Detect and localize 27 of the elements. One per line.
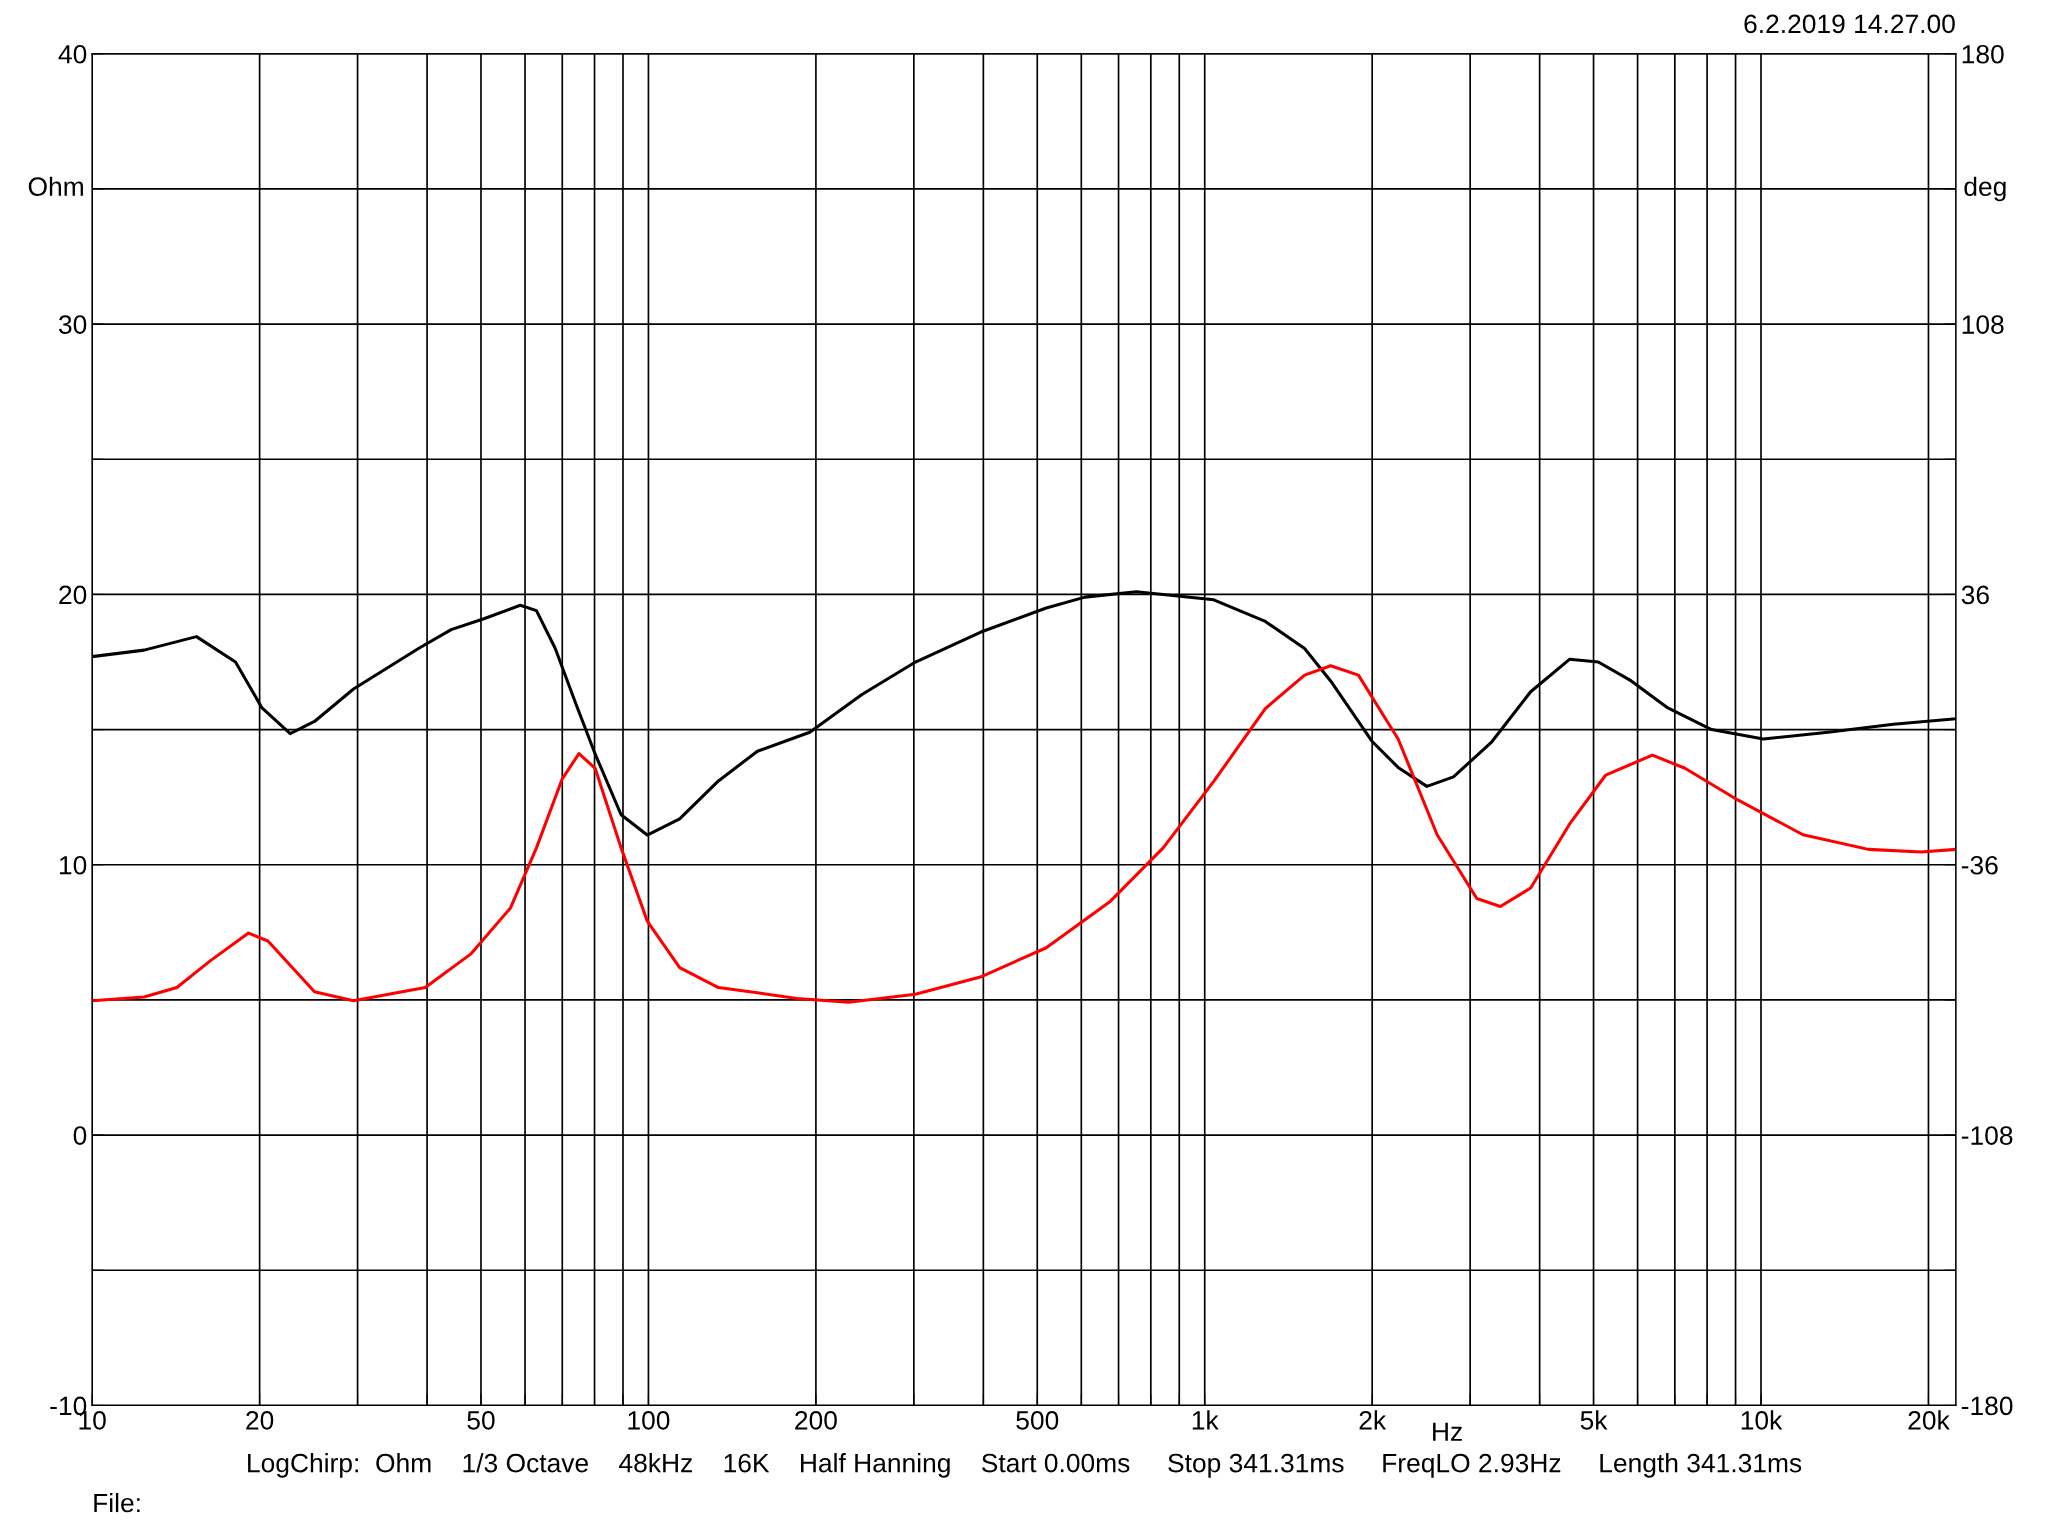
text: 6.2.2019 14.27.00 [1744, 14, 1955, 34]
y2-tick-label: 108 [1962, 315, 2004, 334]
y-tick-label: 40 [58, 44, 87, 64]
text: LogChirp: Ohm 1/3 Octave 48kHz 16K Half Hanning Start 0.00ms Stop 341.31ms FreqLO 2.93Hz Length 341.31ms [248, 1453, 1802, 1478]
x-tick-label: 20 [246, 1411, 274, 1430]
y2-axis-title: deg [1964, 176, 2006, 202]
x-tick-label: 10k [1741, 1410, 1783, 1430]
text: File: [94, 1492, 140, 1513]
x-tick-label: 100 [628, 1411, 670, 1430]
y-tick-label: 10 [59, 855, 87, 875]
y2-tick-label: -180 [1961, 1396, 2013, 1416]
y2-tick-label: 180 [1962, 44, 2004, 64]
x-tick-label: 1k [1192, 1410, 1219, 1430]
y-axis-title: Ohm [28, 176, 83, 197]
x-tick-label: 500 [1016, 1411, 1059, 1430]
x-tick-label: 50 [467, 1411, 495, 1430]
y2-tick-label: 36 [1961, 585, 1989, 605]
y2-tick-label: -36 [1961, 855, 1998, 875]
y-tick-label: 20 [59, 585, 87, 605]
y2-tick-label: -108 [1961, 1126, 2013, 1145]
x-tick-label: 2k [1359, 1410, 1387, 1430]
x-tick-label: 5k [1580, 1410, 1608, 1430]
y-tick-label: 0 [73, 1126, 87, 1145]
y-tick-label: 30 [58, 315, 87, 334]
x-tick-label: 200 [795, 1411, 837, 1430]
x-tick-label: 20k [1908, 1410, 1950, 1430]
x-axis-title: Hz [1433, 1422, 1462, 1441]
